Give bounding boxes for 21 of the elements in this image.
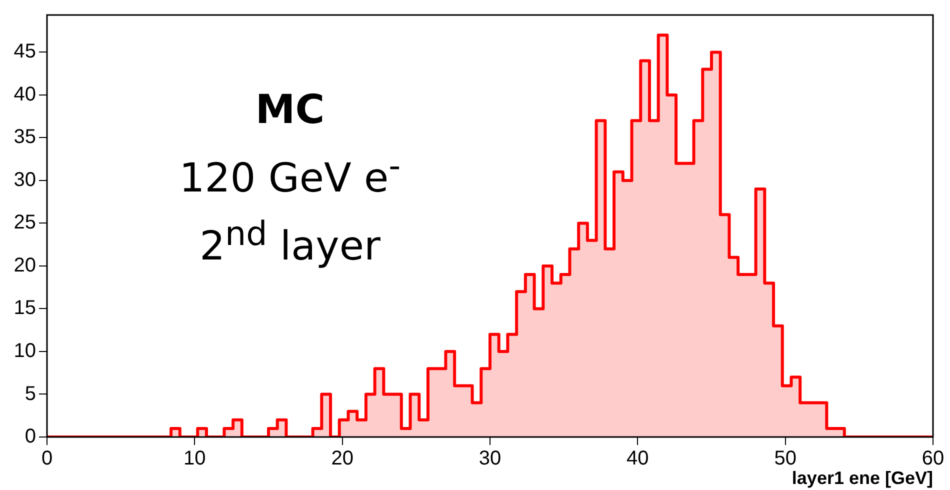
- x-tick-label: 60: [922, 448, 944, 470]
- x-tick-label: 30: [478, 448, 502, 470]
- y-tick-label: 5: [24, 382, 36, 405]
- x-tick-label: 40: [626, 448, 649, 470]
- y-tick-label: 25: [14, 212, 36, 234]
- x-tick-label: 10: [184, 448, 206, 470]
- x-tick-label: 20: [331, 448, 354, 470]
- y-tick-label: 35: [14, 126, 36, 148]
- annotation: 120 GeV e$^{-}$: [178, 145, 402, 204]
- annotation: 2$^{nd}$ layer: [198, 213, 382, 272]
- x-tick-label: 50: [774, 448, 796, 470]
- y-tick-label: 45: [14, 40, 36, 63]
- annotation: MC: [254, 86, 326, 135]
- y-tick-label: 15: [14, 297, 36, 320]
- x-axis-title: layer1 ene [GeV]: [792, 468, 933, 488]
- y-tick-label: 40: [14, 83, 36, 106]
- y-tick-label: 0: [24, 426, 36, 448]
- x-tick-label: 0: [41, 448, 53, 470]
- y-tick-label: 20: [14, 254, 36, 276]
- y-tick-label: 30: [14, 168, 36, 191]
- y-tick-label: 10: [14, 340, 36, 362]
